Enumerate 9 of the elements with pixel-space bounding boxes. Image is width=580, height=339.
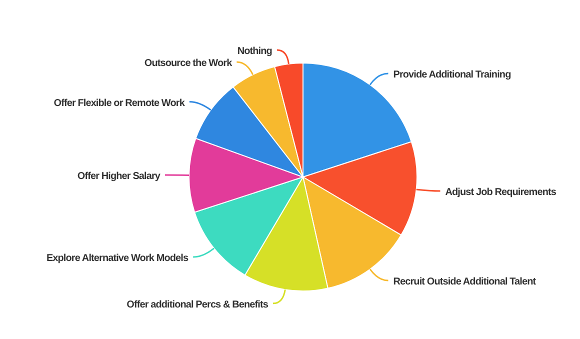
slice-label: Adjust Job Requirements [445, 187, 557, 198]
slice-label: Nothing [237, 46, 272, 58]
slice-label: Provide Additional Training [393, 69, 512, 80]
slice-label: Recruit Outside Additional Talent [393, 276, 537, 288]
slice-label: Offer additional Percs & Benefits [126, 299, 269, 310]
slice-label: Offer Flexible or Remote Work [54, 98, 186, 109]
slice-label: Offer Higher Salary [77, 170, 161, 182]
slice-label: Explore Alternative Work Models [46, 253, 189, 264]
slice-label: Outsource the Work [144, 58, 233, 70]
